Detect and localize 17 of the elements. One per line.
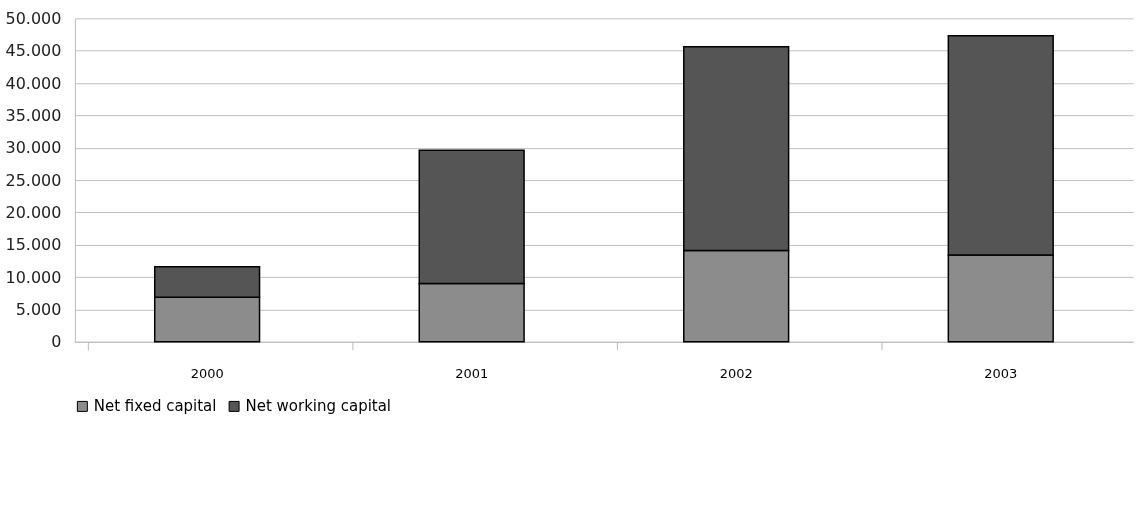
y-tick-label: 25.000 — [5, 170, 62, 190]
x-tick-label: 2000 — [190, 366, 224, 382]
y-tick-label: 10.000 — [5, 267, 62, 287]
y-tick-label: 40.000 — [5, 73, 62, 93]
y-tick-label: 15.000 — [5, 235, 62, 255]
legend-label: Net working capital — [245, 397, 392, 416]
y-tick-label: 45.000 — [5, 41, 62, 61]
y-tick-label: 5.000 — [15, 299, 62, 319]
y-tick-label: 30.000 — [5, 138, 62, 158]
y-tick-label: 0 — [51, 332, 62, 352]
legend-label: Net fixed capital — [93, 397, 217, 416]
x-tick-label: 2002 — [719, 366, 753, 382]
y-tick-label: 20.000 — [5, 202, 62, 222]
x-tick-label: 2003 — [984, 366, 1018, 382]
y-tick-label: 35.000 — [5, 105, 62, 125]
x-tick-label: 2001 — [455, 366, 489, 382]
y-tick-label: 50.000 — [5, 8, 62, 28]
